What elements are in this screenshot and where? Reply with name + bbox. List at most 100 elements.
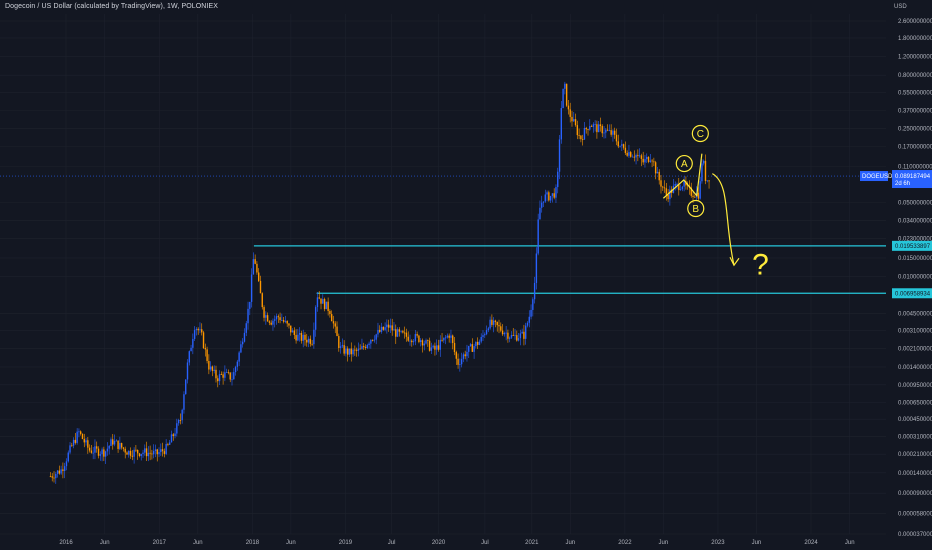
wave-label-b-circle[interactable] [687,199,705,218]
y-tick-label: 0.034000000 [898,218,932,224]
candle-body [350,348,352,355]
candle-body [544,194,546,202]
candle-body [274,319,276,321]
y-tick-label: 0.001400000 [898,365,932,371]
candle-body [592,124,595,127]
candle-body [74,439,77,443]
wave-label-c-circle[interactable] [691,124,709,143]
candle-body [354,349,356,351]
forecast-arrow[interactable] [712,173,735,266]
candle-body [304,334,306,340]
candle-body [332,321,335,324]
wave-drawing[interactable]: A B C? [662,124,769,281]
time-axis[interactable]: 2016 Jun 2017 Jun 2018 Jun 2019 Jul 2020 Jul 2021 J… [59,540,854,546]
candle-body [300,333,303,341]
candle-body [548,192,550,201]
y-tick-label: 1.200000000 [898,55,932,61]
candle-body [227,371,230,373]
candle-body [494,320,497,322]
y-tick-label: 0.050000000 [898,201,932,207]
x-tick-label: 2020 [432,540,446,546]
candle-body [521,331,523,334]
candle-body [259,280,262,294]
candle-body [466,351,468,357]
candle-body [112,439,114,445]
candle-body [679,189,682,191]
candle-body [528,316,530,323]
candle-body [411,340,413,343]
candle-body [85,440,87,443]
candle-body [460,358,463,365]
candle-body [97,448,100,456]
candle-body [145,448,148,457]
candle-body [307,338,310,343]
candle-body [249,301,251,309]
wave-label-a-circle[interactable] [675,154,693,173]
candle-body [133,449,135,457]
candle-body [409,340,411,342]
candle-body [261,293,263,308]
candle-body [393,329,395,331]
candle-body [448,335,450,338]
price-axis[interactable]: 2.600000000 1.800000000 1.200000000 0.80000… [898,19,932,538]
candle-body [361,346,363,349]
candle-body [154,449,157,452]
candle-body [391,325,393,331]
candle-body [165,443,167,454]
horizontal-levels[interactable] [0,175,886,294]
candle-body [473,346,475,352]
candle-body [108,445,110,449]
candle-body [144,448,146,453]
candle-body [272,320,274,325]
candle-body [656,171,659,174]
candle-body [258,272,260,281]
candle-body [136,449,139,454]
candle-body [195,328,198,331]
x-tick-label: Jun [565,540,575,546]
candle-body [343,345,345,354]
candle-body [405,332,408,337]
wave-path[interactable] [662,153,703,199]
candle-body [347,348,349,355]
candle-body [115,440,118,442]
wave-label-b: B [692,204,699,215]
candle-body [480,336,482,342]
candle-body [192,338,194,348]
candle-body [147,452,150,457]
candle-body [224,372,226,378]
candle-body [245,323,247,333]
candle-body [496,321,498,326]
candle-body [615,134,618,142]
y-tick-label: 0.110000000 [898,164,932,170]
candle-body [683,181,685,187]
candle-body [546,192,548,195]
candle-body [234,366,237,373]
candle-body [416,334,418,336]
x-tick-label: 2023 [711,540,725,546]
candle-body [558,139,561,172]
candle-body [233,372,235,380]
candle-body [110,439,112,446]
candle-body [62,469,64,472]
candle-body [653,161,655,163]
candle-body [236,361,239,367]
candle-body [263,307,265,318]
candle-body [596,124,598,133]
candle-body [81,433,84,439]
candle-body [654,162,657,174]
candle-body [156,449,158,455]
candle-body [51,476,53,478]
candle-body [67,452,69,462]
candle-body [580,135,582,140]
candle-body [525,325,527,339]
candle-body [676,183,678,185]
candle-body [564,83,566,89]
candle-body [379,329,381,332]
candle-body [56,470,59,474]
y-tick-label: 0.250000000 [898,127,932,133]
candle-body [492,320,495,325]
candle-body [478,341,481,345]
price-tag-box [892,170,932,189]
candle-body [322,299,324,304]
